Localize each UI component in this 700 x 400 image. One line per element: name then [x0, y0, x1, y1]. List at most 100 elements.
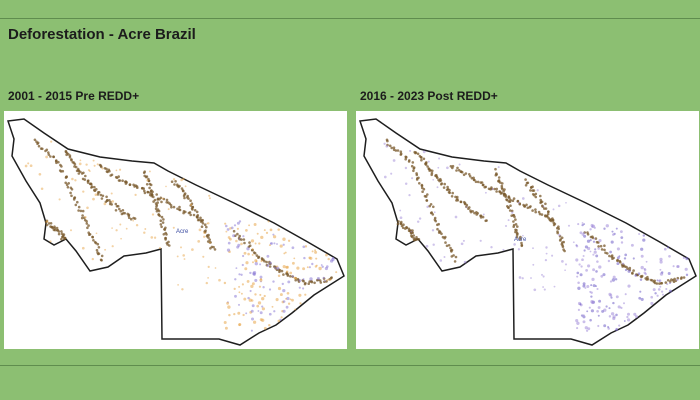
deforestation-dot: [446, 185, 449, 189]
deforestation-dot: [639, 290, 642, 293]
deforestation-dot: [233, 287, 236, 291]
deforestation-dot: [545, 246, 548, 249]
deforestation-dot: [180, 246, 182, 249]
deforestation-dot: [515, 235, 519, 239]
deforestation-dot: [201, 218, 204, 222]
deforestation-dot: [74, 165, 78, 169]
deforestation-dot: [600, 274, 604, 278]
deforestation-dot: [166, 243, 169, 246]
deforestation-dot: [195, 210, 199, 214]
deforestation-dot: [79, 209, 83, 213]
deforestation-dot: [61, 169, 65, 173]
acre-state-outline: [6, 118, 345, 346]
deforestation-dot: [616, 247, 620, 251]
deforestation-dot: [258, 242, 261, 245]
deforestation-dot: [584, 326, 588, 330]
deforestation-dot: [27, 162, 30, 165]
deforestation-dot: [152, 200, 155, 203]
deforestation-dot: [149, 183, 153, 187]
deforestation-dot: [281, 282, 284, 286]
deforestation-dot: [224, 222, 227, 225]
deforestation-dot: [129, 217, 133, 221]
deforestation-dot: [645, 260, 648, 263]
deforestation-dot: [110, 192, 113, 195]
deforestation-dot: [255, 260, 258, 263]
deforestation-dot: [659, 285, 662, 288]
deforestation-dot: [240, 273, 243, 276]
deforestation-dot: [597, 241, 600, 244]
deforestation-dot: [45, 155, 48, 159]
acre-state-outline: [358, 118, 697, 346]
deforestation-dot: [280, 269, 284, 273]
deforestation-dot: [656, 279, 659, 282]
deforestation-dot: [399, 150, 403, 153]
deforestation-dot: [589, 318, 592, 322]
deforestation-dot: [616, 256, 620, 260]
deforestation-dot: [430, 171, 434, 175]
deforestation-dot: [223, 320, 227, 325]
deforestation-dot: [268, 312, 272, 316]
deforestation-dot: [631, 272, 634, 275]
deforestation-dot: [282, 300, 286, 303]
deforestation-dot: [238, 273, 241, 276]
deforestation-dot: [110, 173, 114, 177]
deforestation-dot: [585, 269, 588, 272]
deforestation-dot: [654, 292, 657, 295]
deforestation-dot: [672, 265, 675, 268]
deforestation-dot: [567, 224, 571, 227]
map-panel-pre-redd: Acre: [4, 111, 347, 349]
deforestation-dot: [152, 195, 155, 199]
deforestation-dot: [579, 303, 582, 306]
deforestation-dot: [268, 261, 272, 265]
deforestation-dot: [422, 187, 426, 191]
deforestation-dot: [248, 241, 251, 244]
deforestation-dot: [589, 238, 592, 242]
deforestation-dot: [282, 237, 286, 241]
deforestation-dot: [449, 246, 452, 250]
deforestation-dot: [195, 215, 199, 218]
deforestation-dot: [658, 279, 662, 282]
deforestation-dot: [87, 224, 90, 227]
deforestation-dot: [660, 271, 664, 274]
deforestation-dot: [447, 191, 451, 194]
deforestation-dot: [532, 189, 536, 192]
deforestation-dot: [24, 164, 28, 168]
deforestation-dot: [646, 275, 649, 279]
deforestation-dot: [558, 239, 562, 242]
deforestation-dot: [224, 326, 228, 330]
deforestation-dot: [248, 224, 251, 227]
deforestation-dot: [628, 266, 632, 270]
deforestation-dot: [608, 307, 611, 310]
deforestation-dot: [502, 248, 505, 251]
deforestation-dot: [252, 261, 254, 264]
deforestation-dot: [144, 228, 147, 230]
deforestation-dot: [392, 159, 396, 162]
deforestation-dot: [510, 214, 513, 217]
deforestation-dot: [66, 185, 70, 189]
deforestation-dot: [471, 210, 474, 213]
deforestation-dot: [90, 186, 93, 189]
deforestation-dot: [302, 267, 306, 271]
deforestation-dot: [225, 230, 228, 233]
deforestation-dot: [143, 191, 147, 195]
deforestation-dot: [493, 187, 496, 191]
panel-label-post-redd: 2016 - 2023 Post REDD+: [360, 89, 498, 103]
deforestation-dot: [165, 185, 167, 188]
deforestation-dot: [72, 198, 76, 201]
deforestation-dot: [119, 168, 122, 171]
deforestation-dot: [57, 232, 61, 236]
deforestation-dot: [597, 247, 600, 250]
deforestation-dot: [425, 244, 429, 248]
deforestation-dot: [289, 271, 293, 275]
deforestation-dot: [632, 269, 635, 272]
deforestation-dot: [304, 293, 307, 296]
deforestation-dot: [257, 301, 262, 305]
deforestation-dot: [77, 169, 80, 172]
deforestation-dot: [180, 178, 183, 182]
deforestation-dot: [417, 238, 421, 241]
deforestation-dot: [320, 264, 323, 266]
deforestation-dot: [540, 213, 544, 216]
deforestation-dot: [289, 275, 292, 278]
deforestation-dot: [399, 209, 402, 212]
deforestation-dot: [597, 306, 601, 309]
